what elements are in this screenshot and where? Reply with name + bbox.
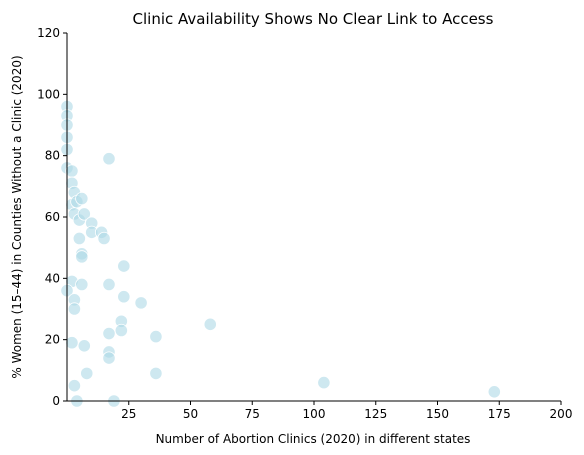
points-layer xyxy=(60,100,501,408)
x-tick-label: 25 xyxy=(121,407,136,421)
data-point xyxy=(80,366,94,380)
data-point xyxy=(102,277,116,292)
x-tick-label: 75 xyxy=(245,407,260,421)
axes: 25 50 75 100 125 150 175 200 0 20 40 60 80 100 120 xyxy=(37,26,572,421)
data-point xyxy=(77,207,91,221)
data-point xyxy=(77,339,91,353)
data-point xyxy=(75,250,89,264)
y-tick-label: 60 xyxy=(45,210,60,224)
x-tick-label: 150 xyxy=(426,407,449,421)
data-point xyxy=(65,164,79,178)
data-point xyxy=(117,290,131,304)
data-point xyxy=(114,323,128,338)
x-tick-label: 175 xyxy=(488,407,511,421)
data-point xyxy=(75,192,89,206)
data-point xyxy=(102,326,116,341)
x-tick-label: 125 xyxy=(364,407,387,421)
x-tick-label: 100 xyxy=(303,407,326,421)
data-point xyxy=(65,336,79,350)
x-tick-label: 50 xyxy=(183,407,198,421)
data-point xyxy=(102,351,116,365)
data-point xyxy=(72,231,86,246)
data-point xyxy=(67,379,82,393)
data-point xyxy=(67,302,82,316)
data-point xyxy=(149,329,163,344)
data-point xyxy=(97,231,111,246)
data-point xyxy=(203,317,217,331)
data-point xyxy=(487,385,501,399)
data-point xyxy=(75,277,89,292)
y-tick-label: 100 xyxy=(37,87,60,101)
y-tick-label: 40 xyxy=(45,271,60,285)
y-axis-label: % Women (15–44) in Counties Without a Cl… xyxy=(10,55,24,378)
data-point xyxy=(317,375,331,390)
data-point xyxy=(134,296,148,310)
x-axis-label: Number of Abortion Clinics (2020) in dif… xyxy=(156,432,471,446)
y-tick-label: 0 xyxy=(52,394,60,408)
data-point xyxy=(102,152,116,166)
y-tick-label: 80 xyxy=(45,149,60,163)
y-tick-label: 120 xyxy=(37,26,60,40)
x-tick-label: 200 xyxy=(550,407,573,421)
y-tick-label: 20 xyxy=(45,333,60,347)
data-point xyxy=(149,366,163,380)
data-point xyxy=(117,259,131,273)
chart-title: Clinic Availability Shows No Clear Link … xyxy=(133,10,494,28)
